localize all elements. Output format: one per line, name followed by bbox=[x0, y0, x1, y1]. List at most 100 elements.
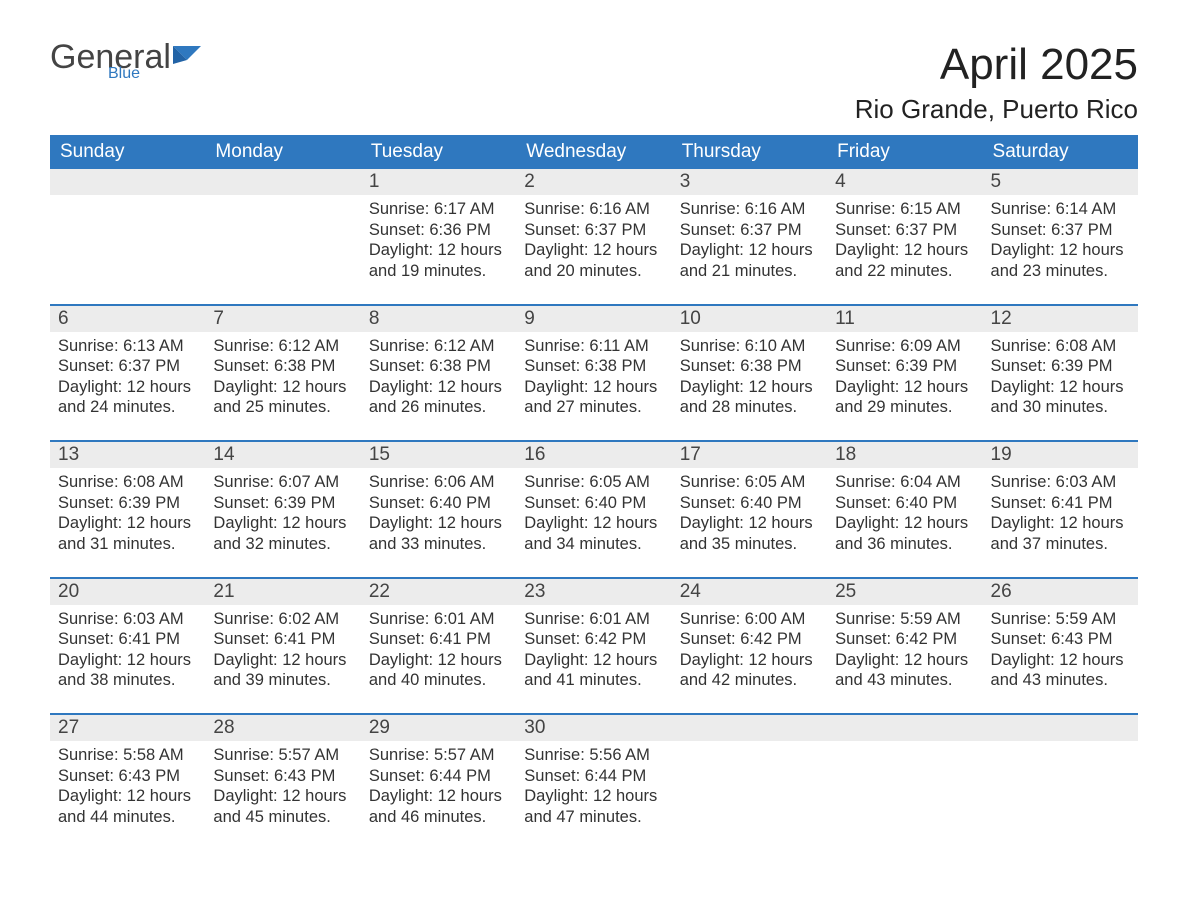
daylight: Daylight: 12 hours and 26 minutes. bbox=[369, 377, 508, 418]
sunrise: Sunrise: 5:59 AM bbox=[991, 609, 1130, 630]
day-cell: 13Sunrise: 6:08 AMSunset: 6:39 PMDayligh… bbox=[50, 442, 205, 563]
day-number: 28 bbox=[205, 715, 360, 741]
sunset: Sunset: 6:39 PM bbox=[991, 356, 1130, 377]
daylight: Daylight: 12 hours and 24 minutes. bbox=[58, 377, 197, 418]
flag-icon bbox=[173, 40, 207, 74]
day-cell: 14Sunrise: 6:07 AMSunset: 6:39 PMDayligh… bbox=[205, 442, 360, 563]
day-number: 22 bbox=[361, 579, 516, 605]
sunrise: Sunrise: 5:58 AM bbox=[58, 745, 197, 766]
day-number: 6 bbox=[50, 306, 205, 332]
day-body: Sunrise: 5:58 AMSunset: 6:43 PMDaylight:… bbox=[50, 741, 205, 836]
day-cell: 28Sunrise: 5:57 AMSunset: 6:43 PMDayligh… bbox=[205, 715, 360, 836]
logo: General Blue bbox=[50, 40, 207, 82]
sunrise: Sunrise: 6:05 AM bbox=[680, 472, 819, 493]
title-block: April 2025 Rio Grande, Puerto Rico bbox=[855, 40, 1138, 125]
day-cell: 27Sunrise: 5:58 AMSunset: 6:43 PMDayligh… bbox=[50, 715, 205, 836]
day-number: 3 bbox=[672, 169, 827, 195]
week-row: 27Sunrise: 5:58 AMSunset: 6:43 PMDayligh… bbox=[50, 713, 1138, 836]
sunrise: Sunrise: 6:03 AM bbox=[991, 472, 1130, 493]
day-body: Sunrise: 6:02 AMSunset: 6:41 PMDaylight:… bbox=[205, 605, 360, 700]
sunrise: Sunrise: 5:57 AM bbox=[213, 745, 352, 766]
sunset: Sunset: 6:39 PM bbox=[835, 356, 974, 377]
day-cell: 16Sunrise: 6:05 AMSunset: 6:40 PMDayligh… bbox=[516, 442, 671, 563]
sunset: Sunset: 6:44 PM bbox=[524, 766, 663, 787]
day-cell: 21Sunrise: 6:02 AMSunset: 6:41 PMDayligh… bbox=[205, 579, 360, 700]
daylight: Daylight: 12 hours and 19 minutes. bbox=[369, 240, 508, 281]
day-cell: 15Sunrise: 6:06 AMSunset: 6:40 PMDayligh… bbox=[361, 442, 516, 563]
sunset: Sunset: 6:41 PM bbox=[213, 629, 352, 650]
day-body: Sunrise: 5:56 AMSunset: 6:44 PMDaylight:… bbox=[516, 741, 671, 836]
sunset: Sunset: 6:41 PM bbox=[369, 629, 508, 650]
day-number: 18 bbox=[827, 442, 982, 468]
day-body: Sunrise: 6:14 AMSunset: 6:37 PMDaylight:… bbox=[983, 195, 1138, 290]
week-row: 6Sunrise: 6:13 AMSunset: 6:37 PMDaylight… bbox=[50, 304, 1138, 427]
day-cell: 10Sunrise: 6:10 AMSunset: 6:38 PMDayligh… bbox=[672, 306, 827, 427]
day-number: 1 bbox=[361, 169, 516, 195]
daylight: Daylight: 12 hours and 40 minutes. bbox=[369, 650, 508, 691]
sunset: Sunset: 6:40 PM bbox=[680, 493, 819, 514]
day-number: 25 bbox=[827, 579, 982, 605]
daylight: Daylight: 12 hours and 41 minutes. bbox=[524, 650, 663, 691]
daylight: Daylight: 12 hours and 20 minutes. bbox=[524, 240, 663, 281]
sunrise: Sunrise: 5:59 AM bbox=[835, 609, 974, 630]
sunset: Sunset: 6:39 PM bbox=[58, 493, 197, 514]
day-body: Sunrise: 6:09 AMSunset: 6:39 PMDaylight:… bbox=[827, 332, 982, 427]
sunset: Sunset: 6:42 PM bbox=[835, 629, 974, 650]
day-number: 17 bbox=[672, 442, 827, 468]
daylight: Daylight: 12 hours and 25 minutes. bbox=[213, 377, 352, 418]
sunset: Sunset: 6:41 PM bbox=[58, 629, 197, 650]
location: Rio Grande, Puerto Rico bbox=[855, 94, 1138, 125]
daylight: Daylight: 12 hours and 42 minutes. bbox=[680, 650, 819, 691]
day-number: 2 bbox=[516, 169, 671, 195]
sunrise: Sunrise: 6:05 AM bbox=[524, 472, 663, 493]
day-body: Sunrise: 6:03 AMSunset: 6:41 PMDaylight:… bbox=[983, 468, 1138, 563]
day-body: Sunrise: 6:04 AMSunset: 6:40 PMDaylight:… bbox=[827, 468, 982, 563]
daylight: Daylight: 12 hours and 30 minutes. bbox=[991, 377, 1130, 418]
day-body: Sunrise: 6:00 AMSunset: 6:42 PMDaylight:… bbox=[672, 605, 827, 700]
day-cell-empty bbox=[827, 715, 982, 836]
sunrise: Sunrise: 6:07 AM bbox=[213, 472, 352, 493]
week-row: 13Sunrise: 6:08 AMSunset: 6:39 PMDayligh… bbox=[50, 440, 1138, 563]
sunset: Sunset: 6:42 PM bbox=[524, 629, 663, 650]
day-cell: 4Sunrise: 6:15 AMSunset: 6:37 PMDaylight… bbox=[827, 169, 982, 290]
day-body: Sunrise: 6:05 AMSunset: 6:40 PMDaylight:… bbox=[672, 468, 827, 563]
daylight: Daylight: 12 hours and 38 minutes. bbox=[58, 650, 197, 691]
sunset: Sunset: 6:42 PM bbox=[680, 629, 819, 650]
day-cell: 20Sunrise: 6:03 AMSunset: 6:41 PMDayligh… bbox=[50, 579, 205, 700]
day-number bbox=[205, 169, 360, 195]
week-row: 1Sunrise: 6:17 AMSunset: 6:36 PMDaylight… bbox=[50, 169, 1138, 290]
day-cell: 1Sunrise: 6:17 AMSunset: 6:36 PMDaylight… bbox=[361, 169, 516, 290]
sunrise: Sunrise: 6:10 AM bbox=[680, 336, 819, 357]
daylight: Daylight: 12 hours and 22 minutes. bbox=[835, 240, 974, 281]
day-cell: 11Sunrise: 6:09 AMSunset: 6:39 PMDayligh… bbox=[827, 306, 982, 427]
sunset: Sunset: 6:40 PM bbox=[524, 493, 663, 514]
day-cell: 17Sunrise: 6:05 AMSunset: 6:40 PMDayligh… bbox=[672, 442, 827, 563]
day-cell: 18Sunrise: 6:04 AMSunset: 6:40 PMDayligh… bbox=[827, 442, 982, 563]
sunset: Sunset: 6:37 PM bbox=[58, 356, 197, 377]
sunset: Sunset: 6:38 PM bbox=[524, 356, 663, 377]
day-number: 19 bbox=[983, 442, 1138, 468]
day-body: Sunrise: 6:16 AMSunset: 6:37 PMDaylight:… bbox=[672, 195, 827, 290]
sunset: Sunset: 6:39 PM bbox=[213, 493, 352, 514]
day-number: 29 bbox=[361, 715, 516, 741]
day-cell: 7Sunrise: 6:12 AMSunset: 6:38 PMDaylight… bbox=[205, 306, 360, 427]
header: General Blue April 2025 Rio Grande, Puer… bbox=[50, 40, 1138, 125]
day-cell-empty bbox=[205, 169, 360, 290]
sunrise: Sunrise: 6:01 AM bbox=[524, 609, 663, 630]
day-number: 4 bbox=[827, 169, 982, 195]
day-body: Sunrise: 6:13 AMSunset: 6:37 PMDaylight:… bbox=[50, 332, 205, 427]
sunset: Sunset: 6:38 PM bbox=[213, 356, 352, 377]
daylight: Daylight: 12 hours and 21 minutes. bbox=[680, 240, 819, 281]
sunrise: Sunrise: 6:04 AM bbox=[835, 472, 974, 493]
sunset: Sunset: 6:40 PM bbox=[835, 493, 974, 514]
day-cell: 29Sunrise: 5:57 AMSunset: 6:44 PMDayligh… bbox=[361, 715, 516, 836]
week-row: 20Sunrise: 6:03 AMSunset: 6:41 PMDayligh… bbox=[50, 577, 1138, 700]
day-cell: 23 Sunrise: 6:01 AMSunset: 6:42 PMDayligh… bbox=[516, 579, 671, 700]
day-number: 27 bbox=[50, 715, 205, 741]
day-number: 10 bbox=[672, 306, 827, 332]
day-number: 23 bbox=[516, 579, 671, 605]
day-body: Sunrise: 5:57 AMSunset: 6:44 PMDaylight:… bbox=[361, 741, 516, 836]
day-body: Sunrise: 6:16 AMSunset: 6:37 PMDaylight:… bbox=[516, 195, 671, 290]
day-number: 12 bbox=[983, 306, 1138, 332]
day-body: Sunrise: 6:15 AMSunset: 6:37 PMDaylight:… bbox=[827, 195, 982, 290]
